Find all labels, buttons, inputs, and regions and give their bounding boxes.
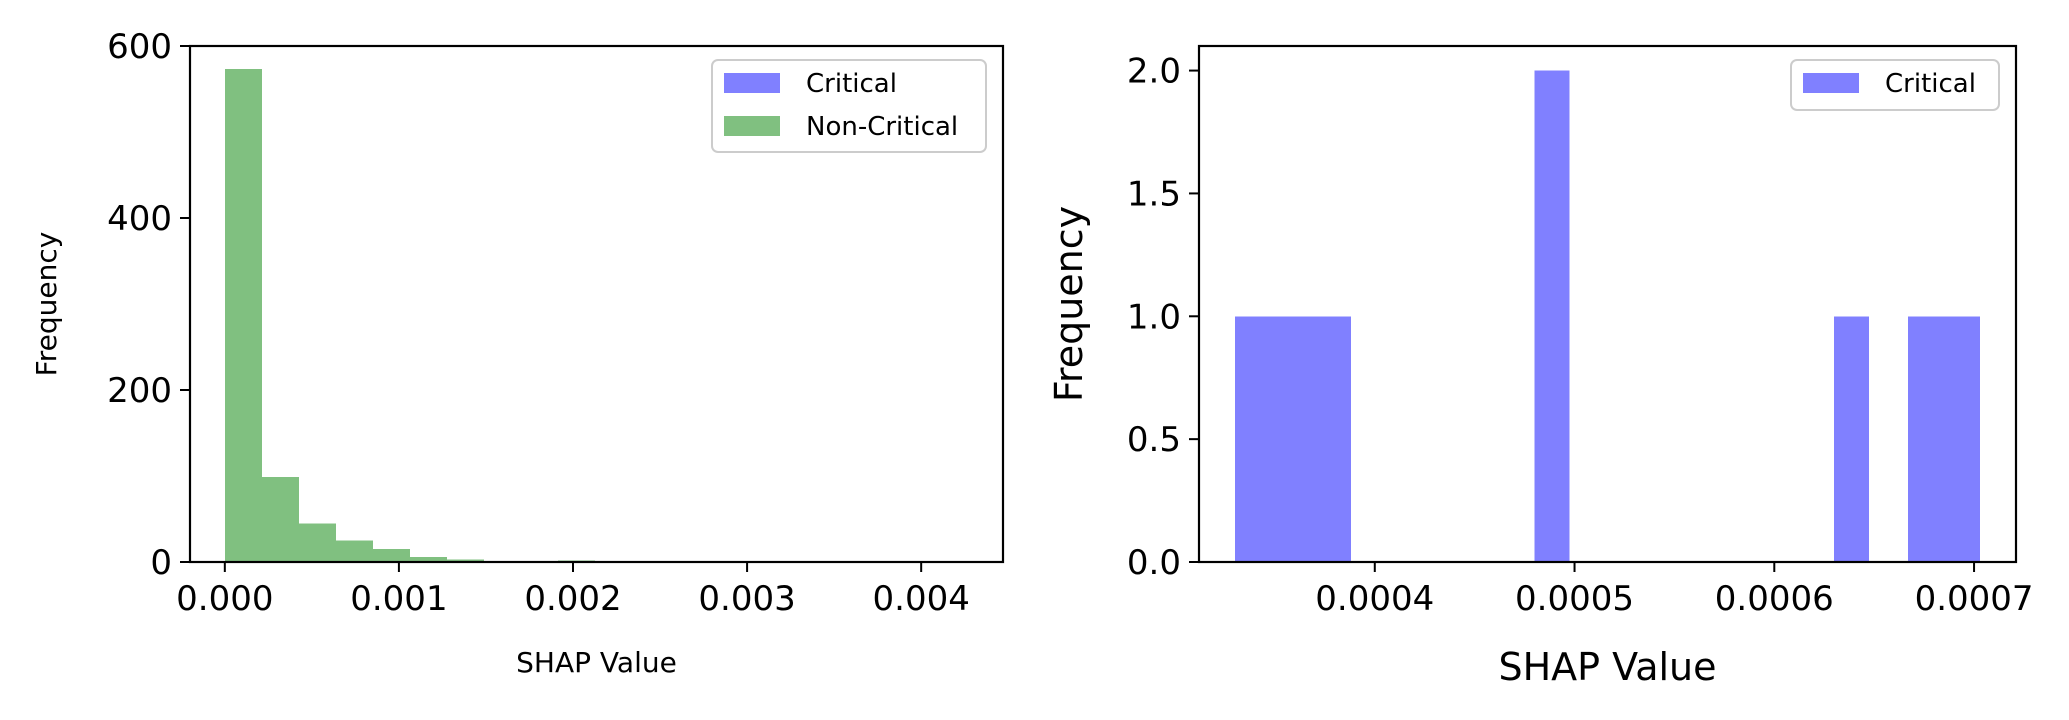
legend-swatch: [724, 73, 780, 93]
y-axis-label: Frequency: [1047, 206, 1091, 402]
legend-label: Critical: [1885, 69, 1976, 99]
histogram-right: 0.0004 0.0005 0.0006 0.0007 0.0 0.5 1.0 1.5 2.0 S…: [1047, 44, 2034, 689]
y-axis-label: Frequency: [30, 232, 63, 377]
x-tick-label: 0.0005: [1515, 579, 1634, 619]
bar-critical-2: [1334, 316, 1351, 562]
legend-label: Critical: [806, 69, 897, 99]
x-tick-label: 0.002: [524, 579, 621, 619]
legend-box: [1790, 59, 2000, 111]
y-tick-label: 0.5: [1127, 420, 1181, 460]
bar-non-critical-0: [224, 69, 262, 562]
legend-label: Non-Critical: [806, 112, 958, 142]
bar-non-critical-2: [298, 523, 336, 562]
y-tick-label: 600: [107, 27, 172, 67]
x-tick-label: 0.000: [176, 579, 273, 619]
x-tick-label: 0.0004: [1315, 579, 1434, 619]
y-tick-label: 0.0: [1127, 543, 1181, 583]
x-axis-label: SHAP Value: [1498, 645, 1716, 689]
legend: Critical: [1790, 59, 2000, 111]
y-tick-label: 1.0: [1127, 297, 1181, 337]
y-tick-label: 0: [150, 543, 172, 583]
legend-box: [711, 59, 987, 153]
x-axis-label: SHAP Value: [516, 646, 677, 679]
x-tick-label: 0.001: [350, 579, 447, 619]
bar-critical-1: [1284, 316, 1335, 562]
y-tick-label: 2.0: [1127, 52, 1181, 92]
y-tick-label: 200: [107, 371, 172, 411]
legend-swatch: [724, 116, 780, 136]
legend-swatch: [1803, 73, 1859, 93]
bar-non-critical-5: [409, 556, 447, 562]
bar-non-critical-1: [261, 476, 299, 562]
x-tick-label: 0.004: [873, 579, 970, 619]
x-tick-label: 0.003: [698, 579, 795, 619]
bar-critical-5: [1908, 316, 1945, 562]
bar-critical-6: [1944, 316, 1981, 562]
bar-non-critical-6: [446, 559, 484, 562]
bar-critical-4: [1834, 316, 1870, 562]
histogram-left: 0.000 0.001 0.002 0.003 0.004 0 200 400 600 SHAP …: [30, 27, 1005, 679]
bar-critical-0: [1234, 316, 1285, 562]
y-tick-label: 400: [107, 199, 172, 239]
legend: Critical Non-Critical: [711, 59, 987, 153]
bar-non-critical-3: [335, 540, 373, 562]
bar-non-critical-4: [372, 549, 410, 562]
x-tick-label: 0.0007: [1915, 579, 2034, 619]
axes-frame: [188, 44, 1005, 564]
bar-critical-3: [1534, 70, 1570, 563]
x-tick-label: 0.0006: [1715, 579, 1834, 619]
y-tick-label: 1.5: [1127, 174, 1181, 214]
axes-frame: [1197, 44, 2018, 564]
